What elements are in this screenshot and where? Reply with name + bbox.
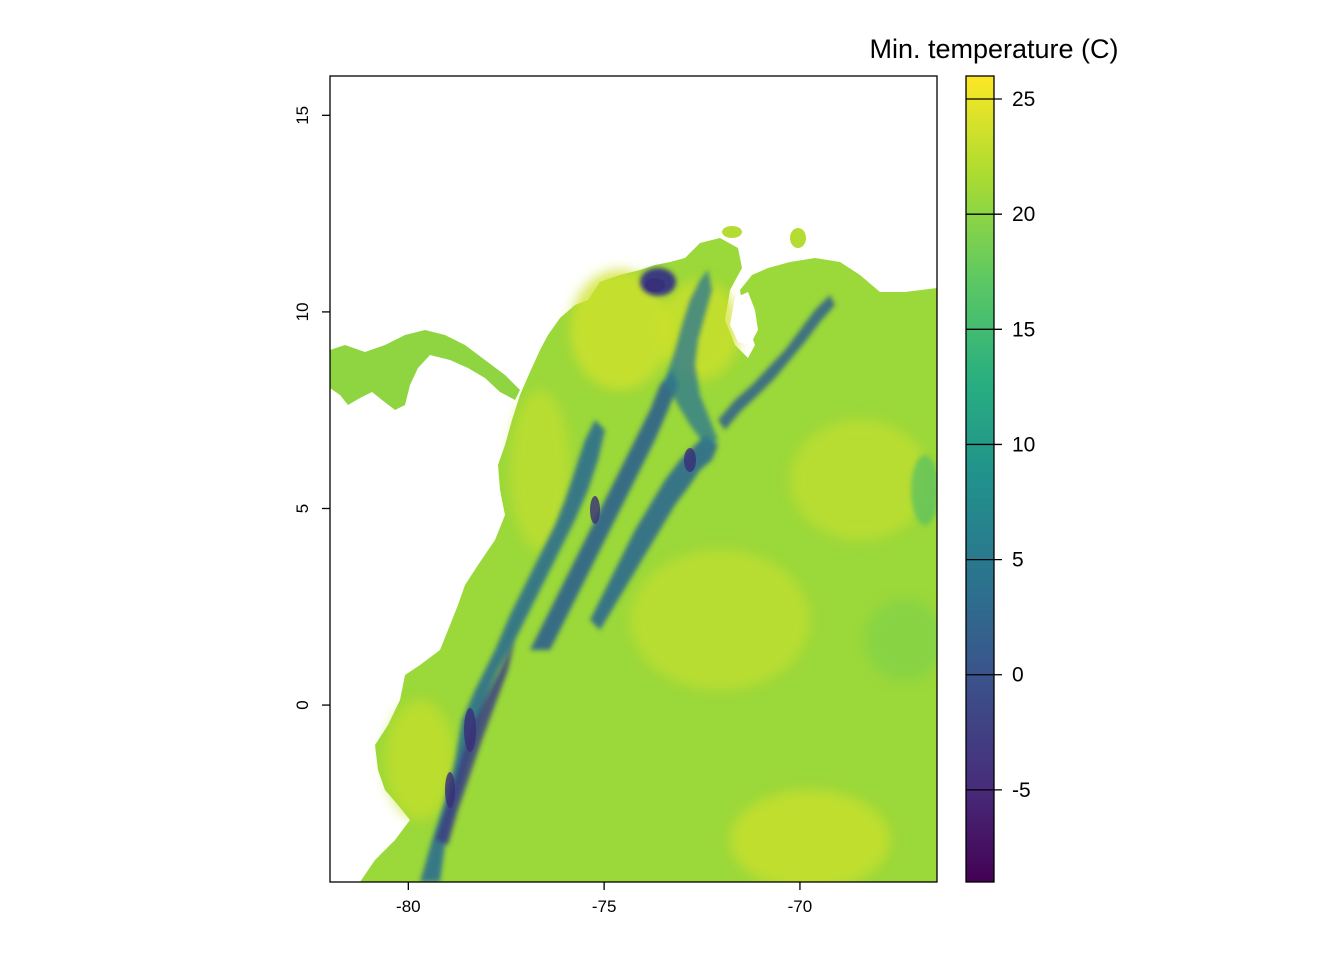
legend-tick-label: 5 — [1012, 549, 1024, 572]
legend-tick-label: 0 — [1012, 664, 1024, 687]
land-isthmus — [330, 330, 520, 410]
legend-tick-label: -5 — [1012, 779, 1031, 802]
legend-tick-label: 25 — [1012, 88, 1035, 111]
legend-title: Min. temperature (C) — [869, 34, 1118, 64]
y-tick-label: 10 — [293, 302, 312, 321]
lowland-warm-zones — [385, 270, 937, 882]
color-legend: Min. temperature (C) -5 0 5 10 15 20 25 — [869, 34, 1119, 883]
island — [722, 226, 742, 238]
x-tick-label: -80 — [396, 897, 421, 916]
legend-tick-label: 20 — [1012, 203, 1035, 226]
x-tick-label: -70 — [788, 897, 813, 916]
y-tick-label: 5 — [293, 504, 312, 513]
andes-mountains — [420, 268, 937, 882]
legend-color-bar — [965, 75, 995, 883]
x-axis: -80 -75 -70 — [396, 882, 812, 916]
andes-peaks — [445, 278, 696, 808]
y-tick-label: 15 — [293, 106, 312, 125]
legend-ticks: -5 0 5 10 15 20 25 — [966, 88, 1035, 802]
lake-maracaibo — [730, 292, 758, 345]
y-tick-label: 0 — [293, 700, 312, 709]
x-tick-label: -75 — [592, 897, 617, 916]
y-axis: 0 5 10 15 — [293, 106, 330, 710]
map-panel-frame — [329, 75, 938, 883]
island — [790, 228, 806, 248]
land-south-america — [360, 238, 937, 882]
legend-tick-label: 10 — [1012, 433, 1035, 456]
temperature-raster — [330, 226, 937, 882]
legend-tick-label: 15 — [1012, 318, 1035, 341]
